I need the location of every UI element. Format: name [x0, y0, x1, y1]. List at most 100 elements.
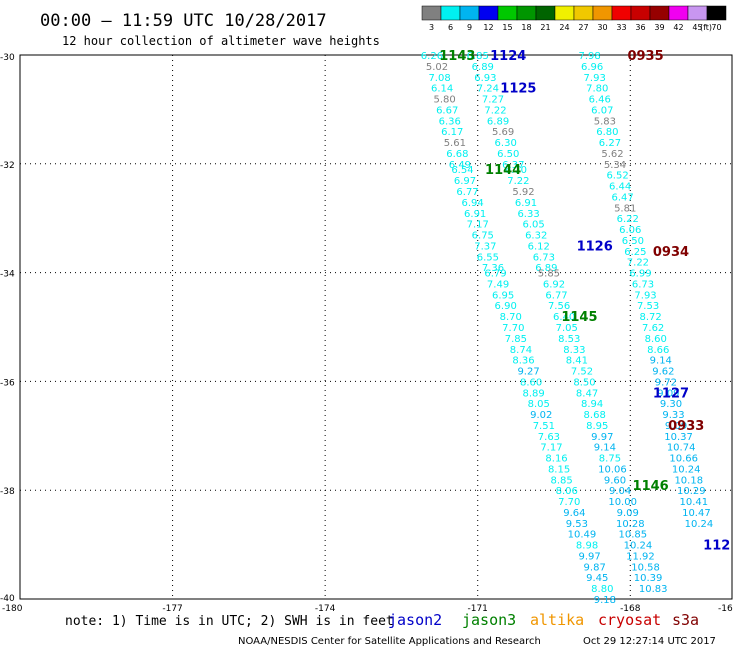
colorbar-unit: (ft): [700, 23, 712, 32]
colorbar-tick-label: 9: [467, 23, 472, 32]
wave-height-value: 8.74: [510, 345, 532, 356]
wave-height-value: 7.53: [637, 301, 659, 312]
wave-height-value: 8.05: [528, 399, 550, 410]
wave-height-value: 6.26: [421, 51, 443, 62]
x-tick-label: -174: [315, 604, 336, 614]
colorbar-swatch: [630, 5, 651, 21]
wave-height-value: 10.66: [669, 454, 698, 465]
wave-height-value: 9.62: [652, 367, 674, 378]
wave-height-value: 6.77: [545, 290, 567, 301]
wave-height-value: 6.96: [581, 62, 603, 73]
wave-height-value: 6.97: [454, 176, 476, 187]
wave-height-value: 7.93: [584, 73, 606, 84]
wave-height-value: 8.15: [548, 464, 570, 475]
bottom-note: note: 1) Time is in UTC; 2) SWH is in fe…: [65, 614, 394, 629]
wave-height-value: 8.72: [639, 312, 661, 323]
colorbar-swatch: [687, 5, 708, 21]
wave-height-value: 8.85: [550, 475, 572, 486]
footer-credit: NOAA/NESDIS Center for Satellite Applica…: [238, 636, 541, 647]
chart-title: 00:00 – 11:59 UTC 10/28/2017: [40, 11, 327, 31]
colorbar-tick-label: 70: [711, 23, 721, 32]
pass-label: 112: [703, 539, 730, 554]
wave-height-value: 9.53: [566, 519, 588, 530]
wave-height-value: 6.50: [497, 149, 519, 160]
wave-height-value: 11.92: [626, 551, 655, 562]
wave-height-value: 7.22: [627, 258, 649, 269]
pass-label: 1124: [490, 49, 526, 64]
wave-height-value: 9.09: [657, 388, 679, 399]
wave-height-value: 7.70: [502, 323, 524, 334]
wave-height-value: 8.95: [586, 421, 608, 432]
colorbar-tick-label: 27: [578, 23, 588, 32]
colorbar-tick-label: 39: [654, 23, 664, 32]
wave-height-value: 6.05: [523, 220, 545, 231]
wave-height-value: 7.08: [428, 73, 450, 84]
wave-height-value: 10.58: [631, 562, 660, 573]
wave-height-value: 10.24: [685, 519, 714, 530]
pass-label: 0935: [627, 49, 663, 64]
wave-height-value: 5.61: [444, 138, 466, 149]
wave-height-value: 9.87: [584, 562, 606, 573]
colorbar-swatch: [440, 5, 461, 21]
wave-height-value: 6.37: [502, 160, 524, 171]
pass-label: 1144: [485, 163, 521, 178]
x-edge-label-left: -180: [2, 604, 23, 614]
colorbar-tick-label: 30: [597, 23, 607, 32]
wave-height-value: 7.93: [634, 290, 656, 301]
wave-height-value: 7.80: [586, 84, 608, 95]
colorbar-swatch: [516, 5, 537, 21]
wave-height-value: 9.64: [563, 508, 585, 519]
wave-height-value: 6.27: [599, 138, 621, 149]
colorbar-tick-label: 21: [540, 23, 550, 32]
wave-height-value: 6.89: [472, 62, 494, 73]
wave-height-value: 6.92: [543, 279, 565, 290]
wave-height-value: 6.06: [619, 225, 641, 236]
wave-height-value: 6.14: [431, 84, 453, 95]
wave-height-value: 9.09: [665, 421, 687, 432]
wave-height-value: 6.99: [629, 269, 651, 280]
wave-height-value: 9.33: [662, 410, 684, 421]
wave-height-value: 8.70: [500, 312, 522, 323]
wave-height-value: 7.05: [556, 323, 578, 334]
wave-height-value: 10.74: [667, 443, 696, 454]
y-edge-label-bottom: -40: [0, 594, 15, 604]
wave-height-value: 10.29: [677, 486, 706, 497]
colorbar-swatch: [611, 5, 632, 21]
y-tick-label: -34: [0, 270, 15, 280]
legend-entry-jason3: jason3: [462, 611, 516, 629]
wave-height-value: 5.81: [614, 203, 636, 214]
x-edge-label-right: -16: [718, 604, 733, 614]
x-tick-label: -168: [620, 604, 641, 614]
wave-height-value: 8.50: [573, 377, 595, 388]
wave-height-value: 6.93: [474, 73, 496, 84]
wave-height-value: 6.50: [622, 236, 644, 247]
wave-height-value: 5.34: [604, 160, 626, 171]
legend-entry-jason2: jason2: [388, 611, 442, 629]
y-tick-label: -36: [0, 378, 15, 388]
wave-height-value: 8.75: [599, 454, 621, 465]
wave-height-value: 6.73: [632, 279, 654, 290]
pass-label: 1146: [633, 479, 669, 494]
wave-height-value: 6.32: [525, 231, 547, 242]
wave-height-value: 8.68: [584, 410, 606, 421]
wave-height-value: 6.17: [441, 127, 463, 138]
wave-height-value: 7.22: [484, 105, 506, 116]
wave-height-value: 6.94: [461, 198, 483, 209]
wave-height-value: 6.54: [451, 165, 473, 176]
wave-height-value: 5.02: [426, 62, 448, 73]
wave-height-value: 10.24: [672, 464, 701, 475]
wave-height-value: 6.30: [495, 138, 517, 149]
colorbar-swatch: [421, 5, 442, 21]
wave-height-value: 7.24: [477, 84, 499, 95]
colorbar: 3 6 9 12 15 18 21 24 27 30 33 36 39 42 45 70: [421, 5, 727, 32]
wave-height-value: 9.18: [594, 595, 616, 606]
colorbar-swatch: [668, 5, 689, 21]
wave-height-value: 7.51: [533, 421, 555, 432]
axis-ticks: -177 -174 -171 -168 -32 -34 -36 -38: [0, 161, 641, 614]
wave-height-value: 7.22: [507, 176, 529, 187]
wave-height-value: 10.00: [608, 497, 637, 508]
wave-height-value: 9.30: [660, 399, 682, 410]
pass-label: 1127: [653, 386, 689, 401]
wave-height-value: 6.67: [436, 105, 458, 116]
colorbar-tick-label: 45: [692, 23, 702, 32]
